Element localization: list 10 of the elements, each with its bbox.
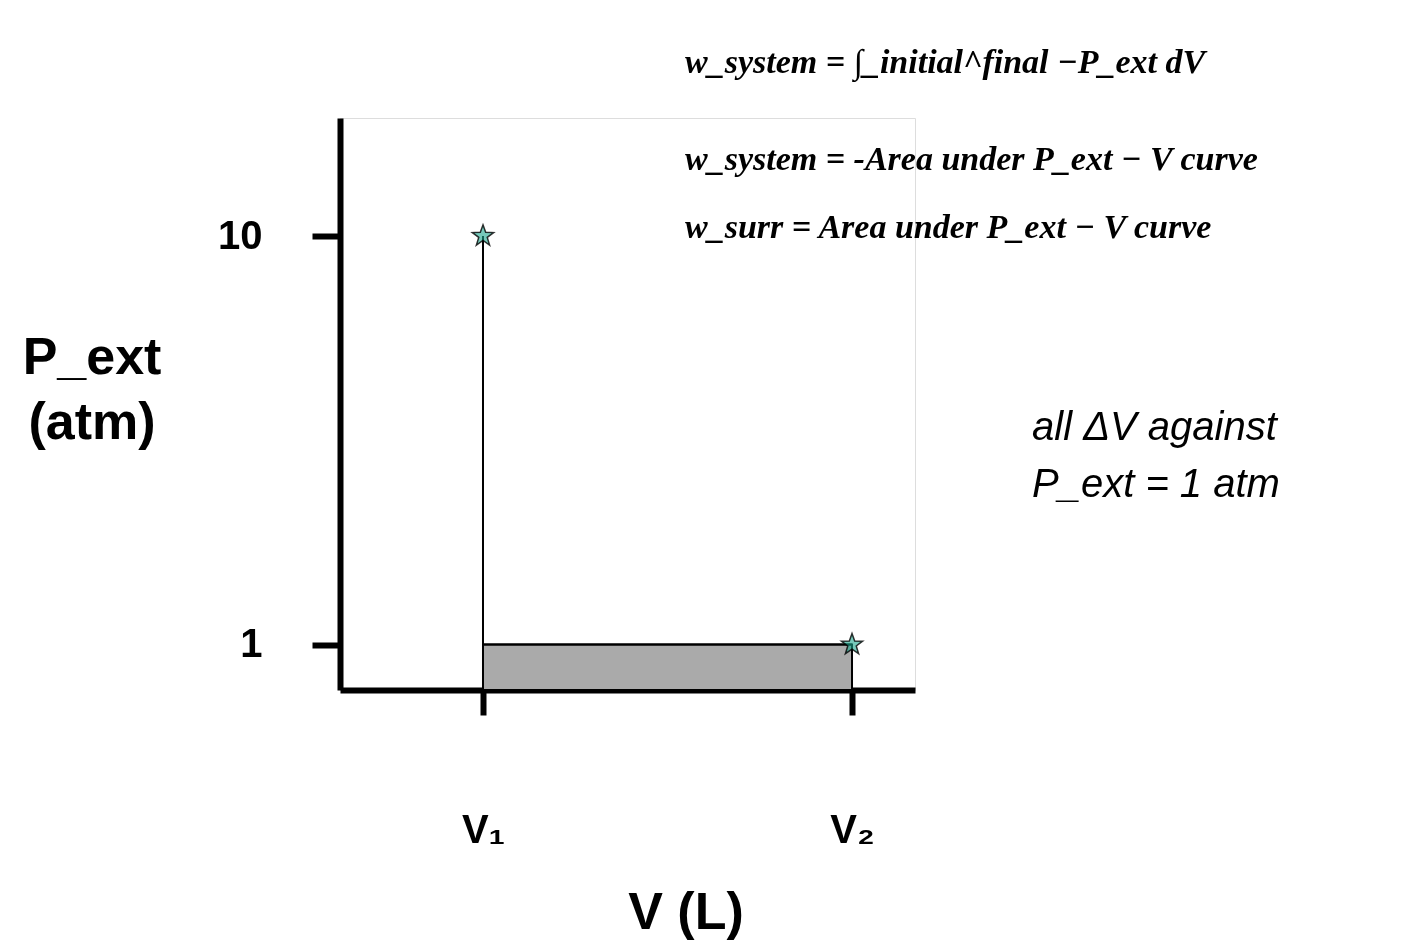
y-tick-label: 10: [218, 212, 263, 257]
annotation: w_system = -Area under P_ext − V curve: [685, 140, 1258, 177]
x-tick-label: V₁: [461, 806, 506, 851]
text: w_system = ∫_initial^final −P_ext dV: [685, 43, 1208, 83]
text: all ΔV against P_ext = 1 atm: [1032, 404, 1280, 505]
y-tick-label: 1: [240, 621, 263, 666]
annotation: w_surr = Area under P_ext − V curve: [685, 208, 1212, 245]
x-axis-title: V (L): [628, 882, 744, 940]
y-axis-title: P_ext (atm): [22, 327, 162, 450]
x-tick-label: V₂: [830, 806, 875, 851]
